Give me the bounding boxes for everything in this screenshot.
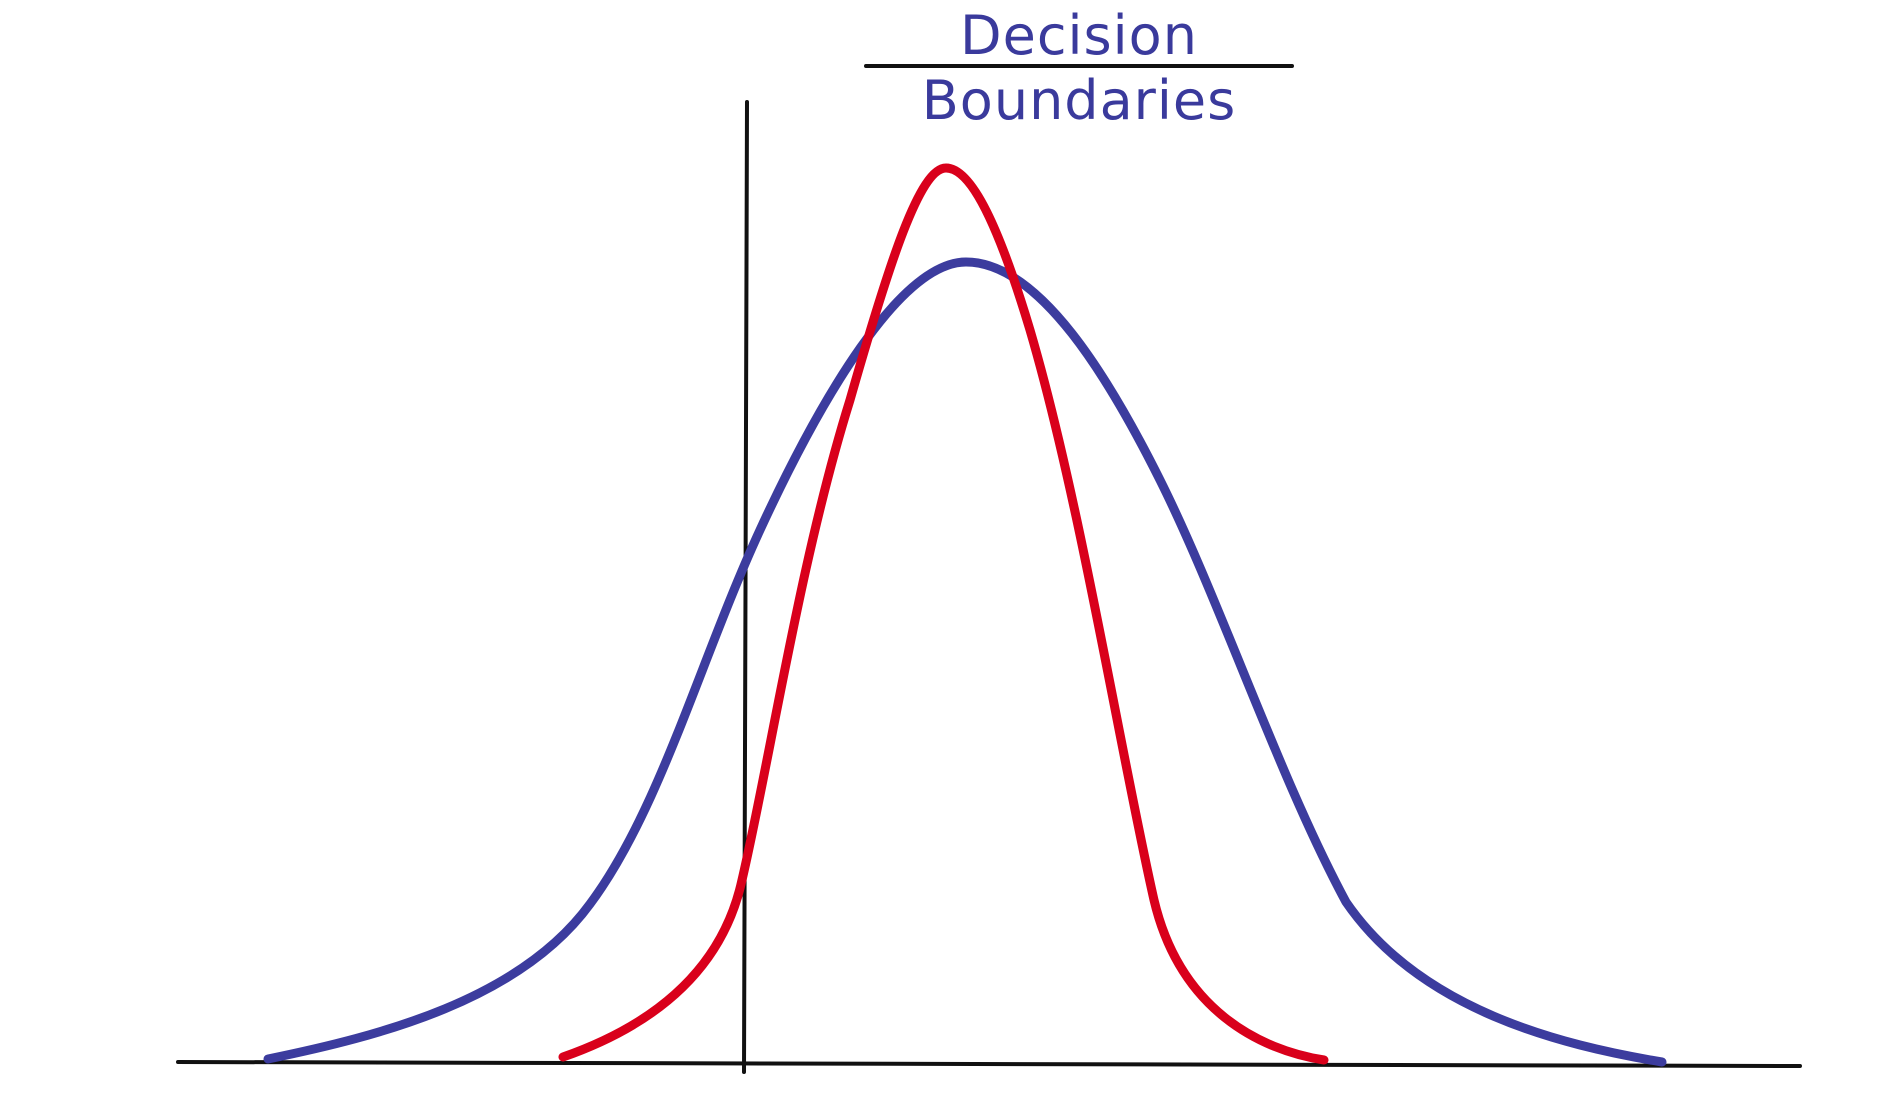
diagram-title: Decision Boundaries — [921, 4, 1237, 132]
wide-bell-curve — [263, 257, 1667, 1067]
horizontal-baseline — [176, 1060, 1802, 1068]
decision-boundary-line — [742, 100, 749, 1074]
narrow-bell-curve — [558, 163, 1329, 1065]
title-underline — [864, 64, 1294, 68]
